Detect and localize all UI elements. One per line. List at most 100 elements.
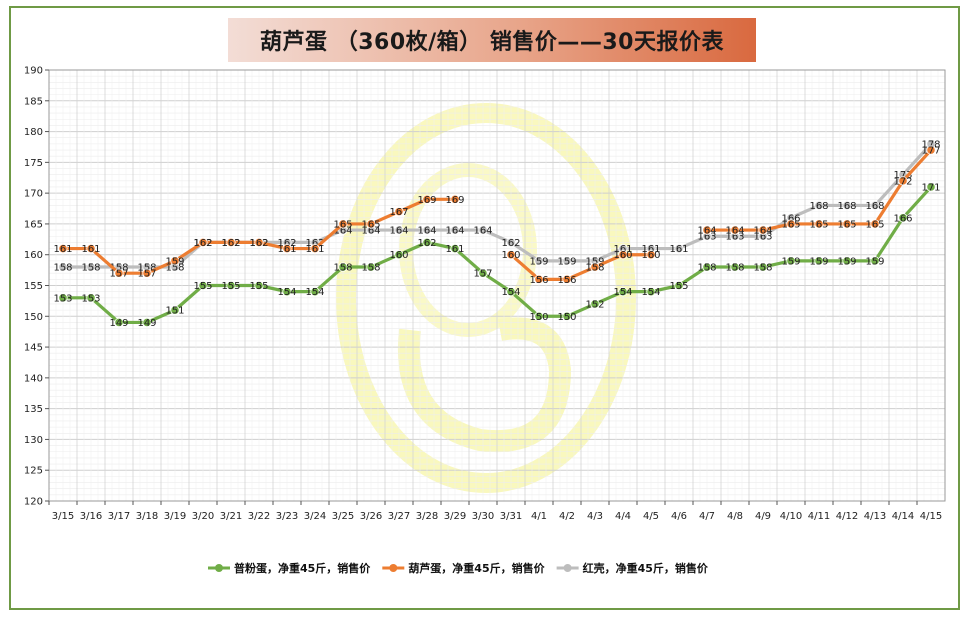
x-tick-label: 4/15 <box>920 511 942 522</box>
legend-swatch-marker <box>389 564 398 572</box>
x-tick-label: 4/6 <box>671 511 687 522</box>
x-tick-label: 4/1 <box>531 511 547 522</box>
x-tick-label: 4/4 <box>615 511 631 522</box>
data-point <box>534 311 544 321</box>
data-label: 164 <box>725 226 744 237</box>
x-tick-label: 4/14 <box>892 511 914 522</box>
series-layer: 1581581581581581621621621621621641641641… <box>53 139 941 329</box>
data-point <box>114 317 124 328</box>
y-tick-label: 175 <box>24 158 43 169</box>
data-point <box>814 256 824 266</box>
data-label: 164 <box>417 226 436 237</box>
data-label: 167 <box>389 207 408 218</box>
x-tick-label: 3/21 <box>220 511 242 522</box>
data-label: 172 <box>893 176 912 187</box>
data-label: 160 <box>613 250 632 261</box>
data-point <box>758 262 768 272</box>
y-tick-label: 140 <box>24 373 43 384</box>
data-label: 165 <box>361 219 380 230</box>
data-label: 159 <box>781 256 800 267</box>
data-label: 169 <box>417 195 436 206</box>
data-label: 150 <box>529 312 548 323</box>
series-line <box>61 185 933 325</box>
data-label: 157 <box>473 269 492 280</box>
data-label: 171 <box>921 182 940 193</box>
data-point <box>646 250 656 260</box>
data-label: 162 <box>221 238 240 249</box>
data-label: 152 <box>585 299 604 310</box>
y-tick-label: 155 <box>24 281 43 292</box>
data-label: 162 <box>277 238 296 249</box>
data-point <box>450 225 460 235</box>
data-point <box>618 287 628 297</box>
legend-item: 葫芦蛋，净重45斤，销售价 <box>382 561 546 575</box>
data-label: 166 <box>893 213 912 224</box>
data-point <box>814 200 824 211</box>
y-tick-label: 180 <box>24 127 43 138</box>
data-label: 162 <box>249 238 268 249</box>
x-tick-label: 3/27 <box>388 511 410 522</box>
x-tick-label: 4/7 <box>699 511 715 522</box>
data-label: 158 <box>137 263 156 274</box>
data-label: 155 <box>249 281 268 292</box>
data-point <box>226 237 236 247</box>
data-point <box>674 243 684 254</box>
data-label: 154 <box>305 287 324 298</box>
data-point <box>534 274 544 284</box>
data-point <box>170 256 180 266</box>
data-label: 155 <box>193 281 212 292</box>
data-point <box>758 225 768 235</box>
y-tick-label: 185 <box>24 96 43 107</box>
data-point <box>506 287 516 297</box>
data-label: 151 <box>165 306 184 317</box>
data-point <box>506 250 516 260</box>
x-tick-label: 4/5 <box>643 511 659 522</box>
data-label: 161 <box>53 244 72 255</box>
y-tick-label: 120 <box>24 497 43 508</box>
data-label: 162 <box>417 238 436 249</box>
data-label: 163 <box>725 232 744 243</box>
data-point <box>170 305 180 315</box>
data-point <box>786 256 796 266</box>
data-point <box>926 182 936 192</box>
data-label: 163 <box>697 232 716 243</box>
data-label: 158 <box>333 263 352 274</box>
data-label: 168 <box>837 201 856 212</box>
data-label: 162 <box>193 238 212 249</box>
data-label: 158 <box>725 263 744 274</box>
data-label: 157 <box>109 269 128 280</box>
x-tick-label: 3/29 <box>444 511 466 522</box>
y-tick-label: 135 <box>24 404 43 415</box>
y-tick-label: 165 <box>24 219 43 230</box>
x-tick-label: 4/8 <box>727 511 743 522</box>
data-label: 158 <box>361 263 380 274</box>
data-label: 154 <box>613 287 632 298</box>
data-label: 159 <box>809 256 828 267</box>
data-label: 173 <box>893 170 912 181</box>
data-point <box>842 200 852 211</box>
data-point <box>394 225 404 235</box>
legend-label: 普粉蛋，净重45斤，销售价 <box>234 561 371 575</box>
data-label: 158 <box>165 263 184 274</box>
data-point <box>478 225 488 235</box>
data-point <box>926 145 936 155</box>
x-tick-label: 3/17 <box>108 511 130 522</box>
data-point <box>450 194 460 204</box>
y-tick-label: 170 <box>24 189 43 200</box>
data-label: 159 <box>529 256 548 267</box>
data-label: 153 <box>53 293 72 304</box>
data-label: 156 <box>529 275 548 286</box>
data-point <box>422 237 432 247</box>
legend-label: 红壳，净重45斤，销售价 <box>583 561 709 575</box>
legend: 普粉蛋，净重45斤，销售价 葫芦蛋，净重45斤，销售价 红壳，净重45斤，销售价 <box>208 561 709 575</box>
data-label: 161 <box>641 244 660 255</box>
data-point <box>86 243 96 254</box>
data-label: 159 <box>837 256 856 267</box>
chart-title-banner: 葫芦蛋 （360枚/箱） 销售价——30天报价表 <box>228 18 756 62</box>
data-label: 163 <box>753 232 772 243</box>
data-point <box>86 293 96 303</box>
data-label: 177 <box>921 146 940 157</box>
